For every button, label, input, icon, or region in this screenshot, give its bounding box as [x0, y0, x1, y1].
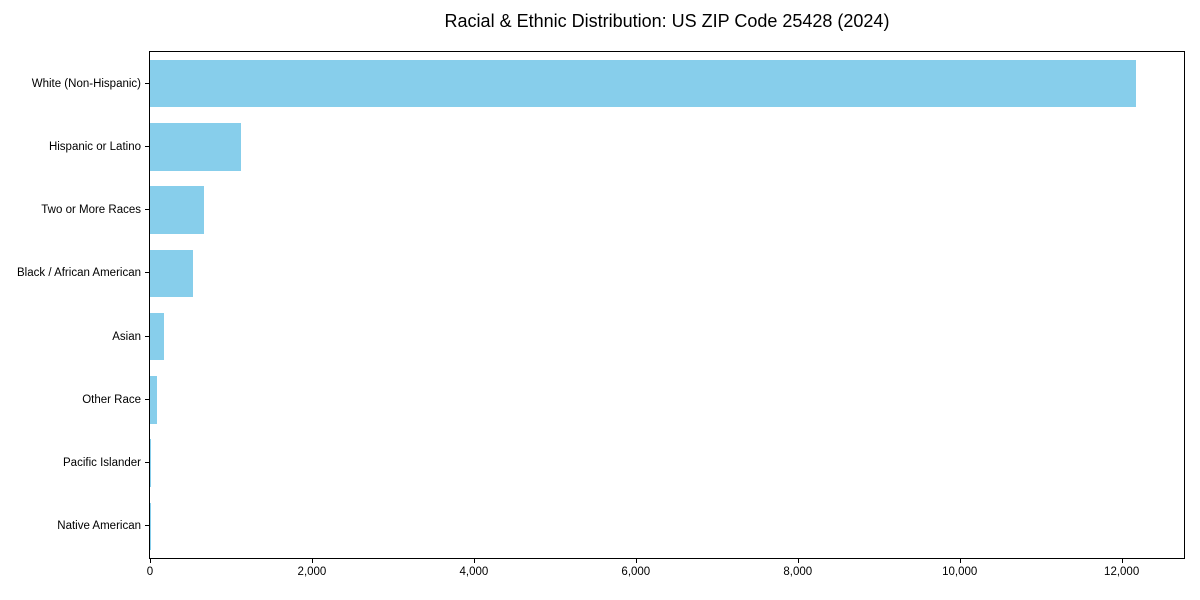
- y-tick-label: Pacific Islander: [63, 457, 141, 470]
- x-tick-mark: [473, 558, 475, 563]
- y-tick-mark: [145, 145, 150, 147]
- bar-row: Native American: [57, 495, 1184, 558]
- y-tick-label: Native American: [57, 520, 141, 533]
- y-tick-mark: [145, 335, 150, 337]
- y-tick-label: Black / African American: [17, 267, 141, 280]
- bar-row: Pacific Islander: [63, 432, 1184, 495]
- x-tick-mark: [1121, 558, 1123, 563]
- x-tick-mark: [150, 558, 151, 563]
- chart-title: Racial & Ethnic Distribution: US ZIP Cod…: [444, 11, 890, 31]
- x-tick-mark: [635, 558, 637, 563]
- bar: [150, 59, 1137, 108]
- bar-row: Black / African American: [17, 242, 1184, 305]
- bars-group: White (Non-Hispanic) Hispanic or Latino Tw…: [17, 52, 1184, 558]
- x-tick-mark: [959, 558, 961, 563]
- bar-row: Other Race: [82, 368, 1184, 431]
- y-tick-label: Hispanic or Latino: [48, 140, 141, 153]
- x-tick-mark: [311, 558, 313, 563]
- y-tick-mark: [145, 209, 150, 211]
- x-tick-label: 10,000: [942, 566, 978, 578]
- x-tick-label: 6,000: [621, 566, 651, 578]
- bar: [150, 123, 242, 171]
- x-tick-label: 2,000: [297, 566, 327, 578]
- bar-row: Hispanic or Latino: [49, 115, 1184, 178]
- y-tick-mark: [145, 82, 150, 84]
- x-tick-label: 8,000: [783, 566, 813, 578]
- y-tick-label: Two or More Races: [41, 204, 141, 217]
- x-tick-label: 12,000: [1104, 566, 1140, 578]
- bar: [150, 186, 205, 234]
- y-tick-mark: [145, 462, 150, 464]
- plot-area: White (Non-Hispanic) Hispanic or Latino Tw…: [17, 51, 1185, 578]
- y-tick-mark: [145, 398, 150, 400]
- x-tick-mark: [797, 558, 799, 563]
- y-tick-mark: [145, 525, 150, 527]
- bar: [150, 249, 193, 298]
- bar: [150, 312, 165, 361]
- y-tick-mark: [145, 272, 150, 274]
- y-tick-label: White (Non-Hispanic): [31, 77, 141, 90]
- y-tick-label: Other Race: [82, 393, 141, 406]
- y-tick-label: Asian: [112, 330, 141, 343]
- bar-row: White (Non-Hispanic): [32, 52, 1184, 115]
- bar-row: Two or More Races: [41, 179, 1184, 242]
- bar: [150, 376, 158, 424]
- bar: [150, 439, 152, 487]
- x-tick-label: 0: [146, 566, 154, 578]
- x-tick-label: 4,000: [459, 566, 489, 578]
- bar-row: Asian: [112, 305, 1184, 368]
